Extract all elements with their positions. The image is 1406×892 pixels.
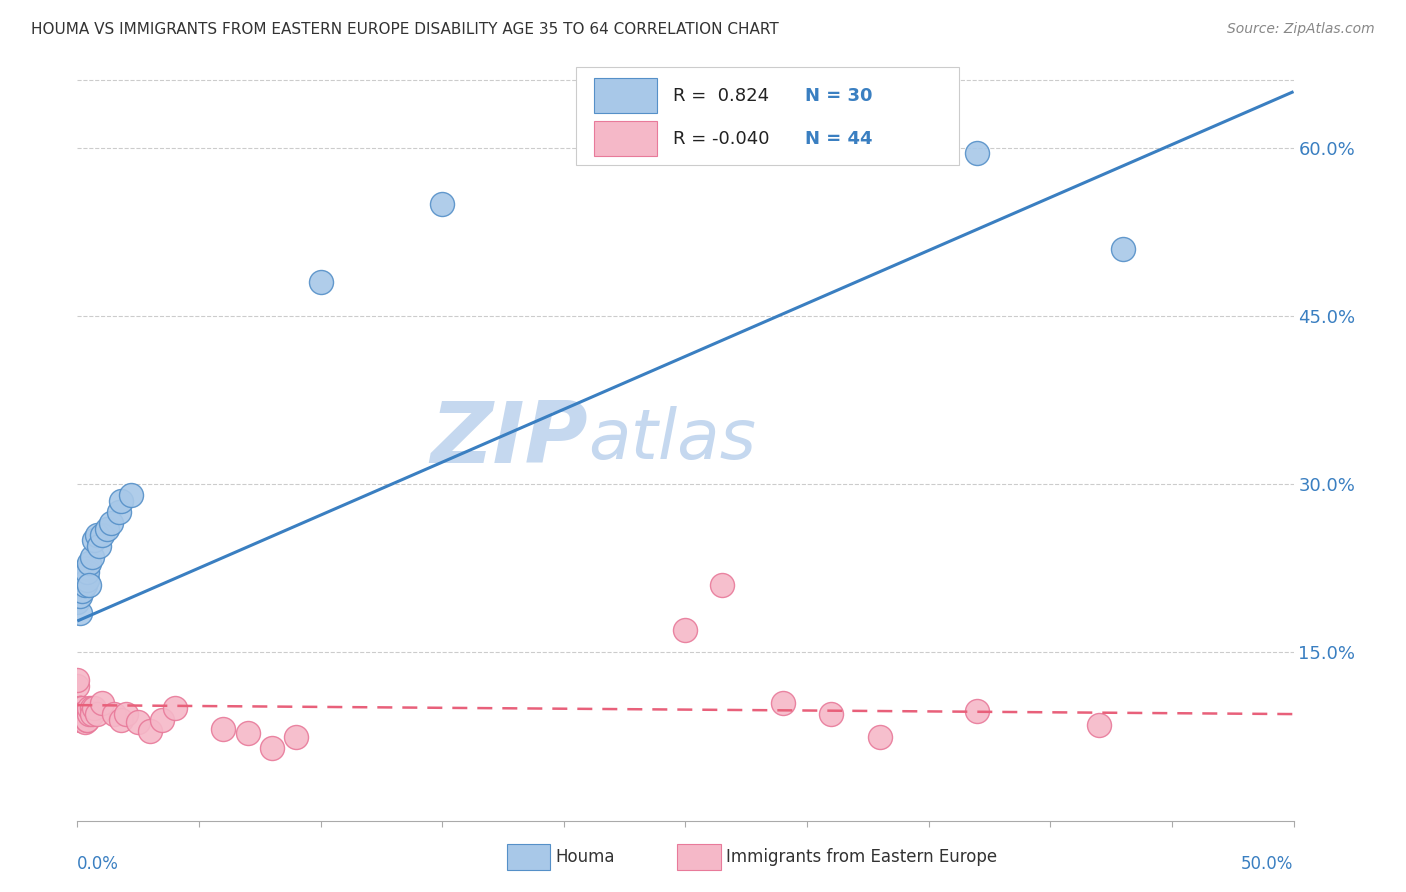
Point — [73, 566, 96, 581]
Point — [70, 707, 93, 722]
Point — [260, 740, 283, 755]
Point — [127, 714, 149, 729]
Point — [90, 696, 112, 710]
Point — [73, 714, 96, 729]
Point — [79, 556, 101, 570]
Point — [80, 701, 103, 715]
Point — [163, 701, 186, 715]
Point — [79, 578, 101, 592]
Point — [70, 701, 93, 715]
Point — [66, 673, 89, 688]
Point — [86, 527, 108, 541]
Text: ZIP: ZIP — [430, 398, 588, 481]
Point — [152, 713, 174, 727]
Point — [69, 590, 91, 604]
Point — [966, 704, 988, 718]
Point — [66, 595, 89, 609]
Point — [76, 707, 98, 722]
Point — [69, 707, 91, 722]
Point — [83, 533, 105, 548]
Text: HOUMA VS IMMIGRANTS FROM EASTERN EUROPE DISABILITY AGE 35 TO 64 CORRELATION CHAR: HOUMA VS IMMIGRANTS FROM EASTERN EUROPE … — [31, 22, 779, 37]
Point — [79, 707, 101, 722]
Point — [70, 707, 93, 722]
FancyBboxPatch shape — [576, 67, 959, 165]
Point — [80, 550, 103, 565]
Text: N = 30: N = 30 — [804, 87, 872, 104]
Point — [73, 573, 96, 587]
Point — [139, 723, 162, 738]
Point — [869, 730, 891, 744]
Point — [120, 488, 142, 502]
Text: Houma: Houma — [555, 848, 614, 866]
Point — [772, 696, 794, 710]
Point — [69, 707, 91, 722]
Point — [710, 578, 733, 592]
Point — [76, 573, 98, 587]
Point — [675, 623, 697, 637]
Point — [79, 701, 101, 715]
Point — [73, 713, 96, 727]
Point — [70, 566, 93, 581]
Point — [83, 701, 105, 715]
Point — [76, 713, 98, 727]
Point — [430, 196, 453, 211]
FancyBboxPatch shape — [506, 845, 550, 871]
Point — [107, 505, 129, 519]
Text: R = -0.040: R = -0.040 — [673, 130, 769, 148]
Point — [309, 275, 332, 289]
Point — [70, 573, 93, 587]
Point — [76, 713, 98, 727]
Point — [103, 707, 125, 722]
Text: 50.0%: 50.0% — [1241, 855, 1294, 873]
Point — [76, 565, 98, 579]
Text: R =  0.824: R = 0.824 — [673, 87, 769, 104]
Text: N = 44: N = 44 — [804, 130, 872, 148]
Point — [70, 707, 93, 722]
Point — [115, 707, 138, 722]
Point — [80, 707, 103, 722]
Point — [69, 713, 91, 727]
Point — [70, 713, 93, 727]
Text: Source: ZipAtlas.com: Source: ZipAtlas.com — [1227, 22, 1375, 37]
Point — [110, 713, 132, 727]
Point — [66, 679, 89, 693]
Text: atlas: atlas — [588, 406, 756, 473]
FancyBboxPatch shape — [595, 121, 658, 156]
Point — [73, 713, 96, 727]
Text: 0.0%: 0.0% — [77, 855, 120, 873]
Text: Immigrants from Eastern Europe: Immigrants from Eastern Europe — [725, 848, 997, 866]
Point — [70, 583, 93, 598]
Point — [90, 527, 112, 541]
FancyBboxPatch shape — [676, 845, 721, 871]
Point — [89, 539, 111, 553]
Point — [69, 701, 91, 715]
Point — [236, 726, 259, 740]
Point — [69, 578, 91, 592]
Point — [69, 701, 91, 715]
Point — [820, 707, 842, 722]
Point — [76, 561, 98, 575]
Point — [69, 701, 91, 715]
Point — [212, 722, 235, 736]
Point — [100, 516, 122, 531]
Point — [73, 569, 96, 583]
Point — [69, 606, 91, 620]
Point — [86, 707, 108, 722]
Point — [285, 730, 308, 744]
Point — [1088, 718, 1111, 732]
Point — [1112, 242, 1135, 256]
Point — [73, 578, 96, 592]
Point — [966, 146, 988, 161]
Point — [110, 494, 132, 508]
Point — [96, 522, 118, 536]
FancyBboxPatch shape — [595, 78, 658, 113]
